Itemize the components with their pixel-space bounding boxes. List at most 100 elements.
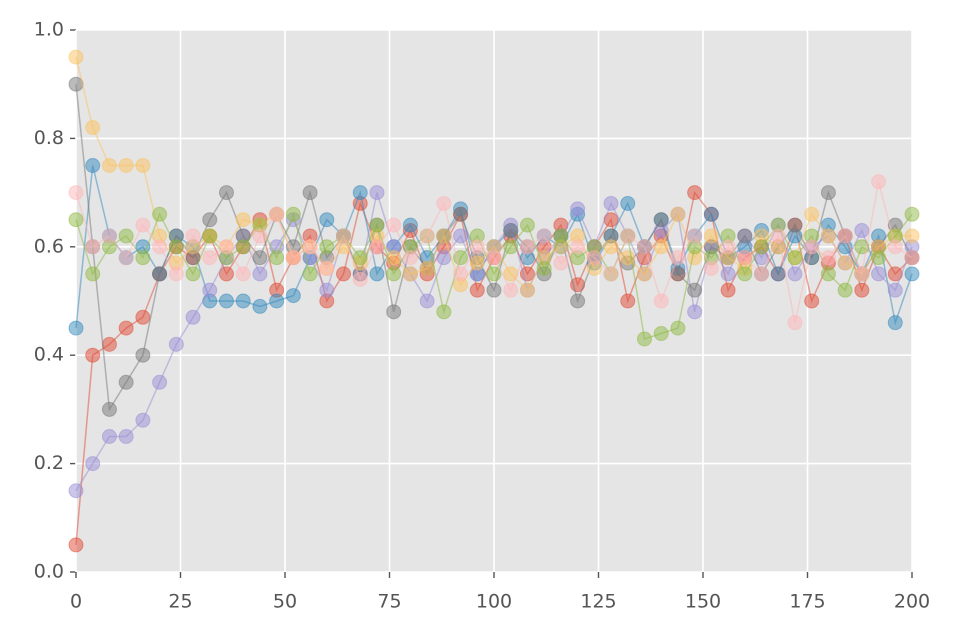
point — [720, 239, 736, 255]
point — [235, 212, 251, 228]
point — [218, 293, 234, 309]
point — [887, 239, 903, 255]
point — [118, 320, 134, 336]
point — [386, 250, 402, 266]
point — [737, 228, 753, 244]
x-tick-label: 125 — [580, 591, 616, 613]
y-tick-label: 0.4 — [34, 344, 64, 366]
point — [85, 239, 101, 255]
point — [653, 239, 669, 255]
x-tick-label: 100 — [476, 591, 512, 613]
point — [152, 239, 168, 255]
point — [804, 239, 820, 255]
point — [319, 260, 335, 276]
point — [68, 185, 84, 201]
x-tick-label: 200 — [894, 591, 930, 613]
point — [135, 158, 151, 173]
point — [202, 282, 218, 298]
point — [68, 537, 84, 553]
point — [118, 429, 134, 444]
point — [285, 288, 301, 304]
point — [101, 228, 117, 244]
point — [319, 239, 335, 255]
point — [386, 266, 402, 282]
point — [202, 250, 218, 266]
point — [737, 266, 753, 282]
point — [285, 250, 301, 266]
point — [85, 120, 101, 136]
point — [837, 255, 853, 271]
point — [636, 239, 652, 255]
point — [820, 185, 836, 201]
point — [453, 266, 469, 282]
point — [185, 228, 201, 244]
point — [804, 206, 820, 222]
point — [837, 282, 853, 298]
point — [469, 255, 485, 271]
point — [519, 282, 535, 298]
point — [302, 185, 318, 201]
point — [820, 266, 836, 282]
point — [887, 315, 903, 331]
point — [670, 320, 686, 336]
point — [135, 412, 151, 428]
point — [469, 282, 485, 298]
point — [352, 250, 368, 266]
point — [85, 266, 101, 282]
point — [85, 347, 101, 363]
point — [386, 217, 402, 233]
point — [570, 239, 586, 255]
point — [904, 206, 920, 222]
point — [252, 250, 268, 266]
point — [85, 456, 101, 472]
point — [235, 293, 251, 309]
point — [135, 347, 151, 363]
point — [904, 250, 920, 266]
point — [101, 429, 117, 444]
point — [653, 293, 669, 309]
point — [319, 282, 335, 298]
point — [118, 374, 134, 390]
point — [101, 158, 117, 173]
point — [570, 293, 586, 309]
point — [68, 212, 84, 228]
y-tick-label: 0.0 — [34, 561, 64, 583]
point — [436, 250, 452, 266]
point — [336, 228, 352, 244]
point — [252, 298, 268, 314]
point — [904, 228, 920, 244]
point — [185, 266, 201, 282]
point — [419, 228, 435, 244]
point — [436, 228, 452, 244]
point — [252, 228, 268, 244]
point — [787, 250, 803, 266]
point — [603, 266, 619, 282]
x-tick-label: 75 — [377, 591, 401, 613]
point — [419, 293, 435, 309]
point — [703, 260, 719, 276]
point — [285, 206, 301, 222]
point — [352, 185, 368, 201]
point — [503, 239, 519, 255]
point — [402, 266, 418, 282]
point — [436, 304, 452, 320]
point — [218, 185, 234, 201]
point — [787, 315, 803, 331]
point — [185, 309, 201, 325]
point — [85, 158, 101, 173]
point — [386, 304, 402, 320]
point — [670, 206, 686, 222]
point — [687, 282, 703, 298]
point — [603, 239, 619, 255]
point — [720, 282, 736, 298]
x-tick-label: 0 — [70, 591, 82, 613]
point — [820, 250, 836, 266]
point — [703, 228, 719, 244]
point — [101, 336, 117, 352]
point — [101, 401, 117, 417]
point — [820, 228, 836, 244]
point — [135, 250, 151, 266]
y-tick-label: 0.8 — [34, 127, 64, 149]
x-tick-label: 175 — [789, 591, 825, 613]
point — [369, 239, 385, 255]
